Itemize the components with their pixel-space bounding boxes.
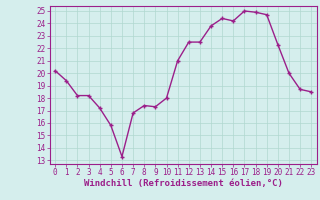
X-axis label: Windchill (Refroidissement éolien,°C): Windchill (Refroidissement éolien,°C)	[84, 179, 283, 188]
